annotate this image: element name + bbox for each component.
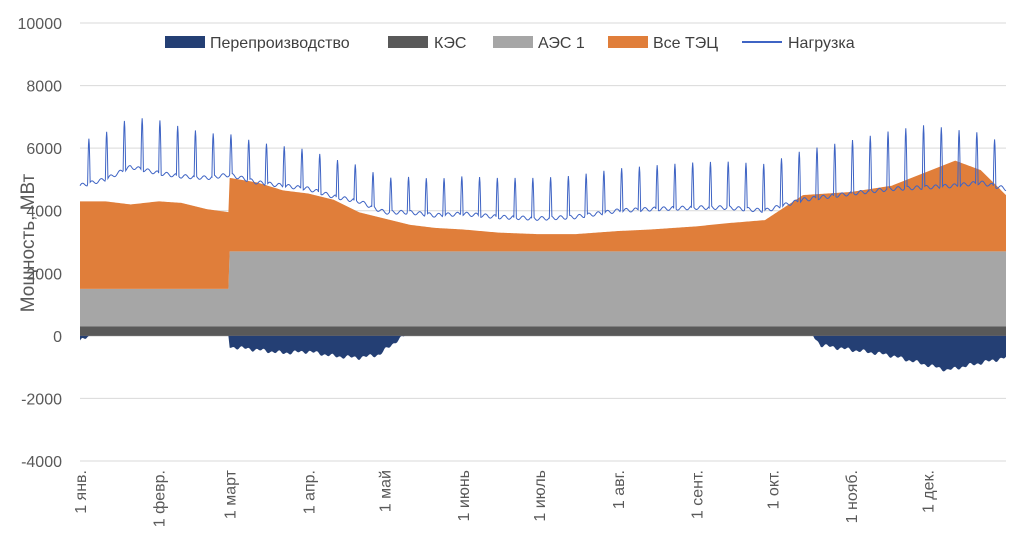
legend: Перепроизводство КЭС АЭС 1 Все ТЭЦ Нагрузка [165,35,855,52]
area-tec [80,160,1006,289]
y-tick-label: -4000 [21,454,62,471]
y-axis-label: Мощность, МВт [18,173,39,312]
areas [80,160,1006,372]
x-tick-label: 1 июнь [456,470,473,521]
x-tick-label: 1 окт. [766,470,783,509]
legend-label-tec: Все ТЭЦ [653,35,718,52]
x-tick-label: 1 авг. [611,470,628,509]
x-tick-label: 1 сент. [690,470,707,519]
area-aes [80,251,1006,327]
legend-swatch-tec [608,36,648,48]
area-kes [80,326,1006,336]
x-tick-label: 1 март [223,469,240,519]
line-load [79,118,1007,221]
x-tick-label: 1 нояб. [844,470,861,523]
y-tick-label: 6000 [26,141,62,158]
load-lines [79,118,1007,221]
x-tick-label: 1 дек. [920,470,937,513]
y-tick-label: -2000 [21,391,62,408]
area-overproduction [80,335,1006,372]
legend-label-kes: КЭС [434,35,466,52]
legend-label-overproduction: Перепроизводство [210,35,350,52]
x-tick-label: 1 янв. [73,470,90,514]
y-axis: 10000 8000 6000 4000 2000 0 -2000 -4000 [18,16,63,471]
legend-swatch-kes [388,36,428,48]
legend-swatch-overproduction [165,36,205,48]
y-tick-label: 4000 [26,204,62,221]
x-tick-label: 1 май [377,470,394,512]
legend-label-load: Нагрузка [788,35,855,52]
x-tick-label: 1 июль [532,470,549,522]
legend-label-aes: АЭС 1 [538,35,585,52]
y-tick-label: 8000 [26,79,62,96]
y-tick-label: 2000 [26,266,62,283]
x-axis: 1 янв. 1 февр. 1 март 1 апр. 1 май 1 июнь 1 ию… [73,469,937,527]
legend-swatch-aes [493,36,533,48]
y-tick-label: 0 [53,329,62,346]
y-tick-label: 10000 [18,16,63,33]
x-tick-label: 1 апр. [301,470,318,514]
x-tick-label: 1 февр. [152,470,169,527]
